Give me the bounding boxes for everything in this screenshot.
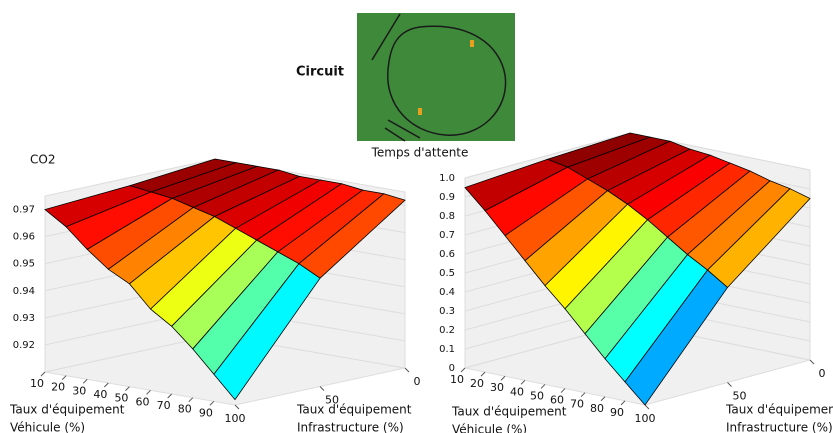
tick-mark (727, 382, 732, 387)
tick-mark (167, 393, 173, 399)
x-tick-label: 60 (550, 394, 564, 407)
surface-cell (624, 269, 729, 406)
tick-mark (520, 379, 526, 385)
x-tick-label: 20 (51, 381, 65, 394)
y-tick-label: 0 (414, 375, 421, 388)
z-tick-label: 0.7 (439, 230, 455, 241)
traffic-light (418, 108, 422, 115)
circuit-track (387, 25, 507, 136)
x-tick-label: 40 (510, 385, 524, 398)
z-tick-label: 0.96 (13, 232, 35, 243)
y-axis-label: Taux d'équipement (296, 403, 412, 417)
tick-mark (500, 375, 506, 381)
x-tick-label: 40 (93, 388, 107, 401)
z-tick-label: 0.5 (439, 268, 455, 279)
z-tick-label: 0.95 (13, 259, 35, 270)
tick-mark (480, 371, 486, 377)
chart-title: Temps d'attente (371, 146, 469, 160)
x-axis-label: Taux d'équipement (9, 403, 125, 417)
z-tick-label: 0 (449, 363, 455, 374)
surface-cell (213, 263, 321, 401)
tick-mark (82, 378, 88, 384)
tick-mark (404, 367, 410, 373)
circuit-road (371, 13, 401, 61)
z-tick-label: 0.3 (439, 306, 455, 317)
z-tick-label: 0.1 (439, 344, 455, 355)
x-tick-label: 10 (30, 377, 44, 390)
circuit-road (384, 119, 421, 142)
tick-mark (61, 375, 67, 381)
x-tick-label: 60 (136, 395, 150, 408)
z-tick-label: 0.6 (439, 249, 455, 260)
tick-mark (560, 388, 566, 393)
tick-mark (103, 382, 109, 388)
z-tick-label: 0.9 (439, 192, 455, 203)
y-tick-label: 100 (635, 412, 656, 425)
tick-mark (40, 371, 46, 377)
x-axis-label: Taux d'équipement (451, 405, 567, 419)
x-axis-label: Véhicule (%) (452, 423, 527, 433)
chart-title: CO2 (30, 153, 55, 167)
tick-mark (600, 396, 606, 402)
circuit-label: Circuit (296, 65, 344, 80)
x-tick-label: 70 (570, 398, 584, 411)
x-tick-label: 70 (157, 399, 171, 412)
z-tick-label: 0.92 (13, 340, 35, 351)
tick-mark (125, 386, 130, 392)
x-tick-label: 50 (530, 389, 544, 402)
x-tick-label: 90 (199, 406, 213, 419)
x-tick-label: 30 (72, 384, 86, 397)
tick-mark (209, 400, 215, 406)
z-tick-label: 0.2 (439, 325, 455, 336)
tick-mark (809, 359, 815, 365)
x-tick-label: 10 (450, 373, 464, 386)
tick-mark (188, 397, 194, 403)
y-axis-label: Infrastructure (%) (297, 421, 404, 433)
x-tick-label: 80 (590, 402, 604, 415)
x-tick-label: 80 (178, 403, 192, 416)
traffic-light (470, 40, 474, 47)
x-tick-label: 90 (610, 406, 624, 419)
tick-mark (644, 404, 650, 410)
x-tick-label: 50 (114, 392, 128, 405)
y-tick-label: 50 (733, 390, 747, 403)
z-tick-label: 0.94 (13, 286, 35, 297)
y-tick-label: 0 (819, 367, 826, 380)
y-tick-label: 50 (325, 394, 339, 407)
circuit-background (357, 13, 515, 141)
x-tick-label: 30 (490, 381, 504, 394)
x-axis-label: Véhicule (%) (10, 421, 85, 433)
tick-mark (620, 400, 626, 406)
y-axis-label: Infrastructure (%) (726, 421, 833, 433)
tick-mark (540, 384, 546, 389)
tick-mark (460, 367, 466, 373)
z-tick-label: 0.8 (439, 211, 455, 222)
y-tick-label: 100 (225, 412, 246, 425)
z-tick-label: 1.0 (439, 173, 455, 184)
tick-mark (319, 386, 325, 391)
tick-mark (580, 392, 586, 398)
z-tick-label: 0.97 (13, 205, 35, 216)
z-tick-label: 0.4 (439, 287, 455, 298)
y-axis-label: Taux d'équipement (725, 403, 833, 417)
z-tick-label: 0.93 (13, 313, 35, 324)
x-tick-label: 20 (470, 377, 484, 390)
tick-mark (146, 389, 151, 395)
circuit-image (357, 13, 515, 142)
tick-mark (234, 404, 240, 410)
